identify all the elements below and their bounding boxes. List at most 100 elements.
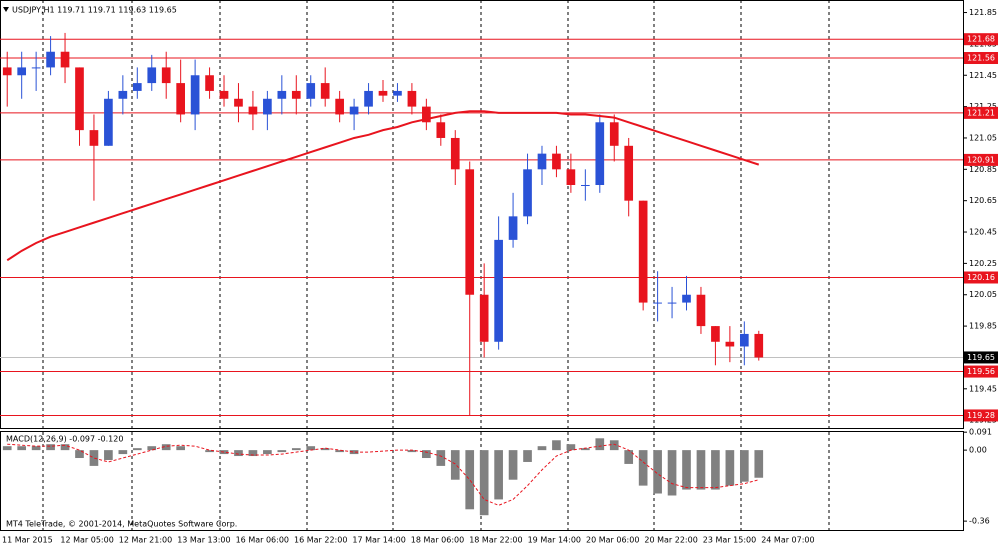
macd-bar — [104, 450, 113, 460]
macd-bar — [595, 438, 605, 451]
macd-bar — [75, 450, 84, 459]
level-box — [964, 52, 998, 65]
macd-bar — [725, 450, 735, 486]
y-tick-label: 0.00 — [969, 446, 987, 455]
macd-bar — [31, 446, 41, 451]
macd-bar — [552, 440, 561, 451]
macd-bar — [422, 450, 431, 459]
macd-bar — [523, 450, 532, 462]
candle-body — [638, 200, 648, 303]
candle-body — [581, 184, 590, 186]
current-price-label: 119.65 — [967, 353, 995, 362]
x-tick-label: 11 Mar 2015 — [2, 536, 53, 545]
x-tick-label: 24 Mar 07:00 — [761, 536, 814, 545]
macd-bar — [132, 448, 142, 451]
candle-body — [248, 106, 258, 115]
candle-body — [31, 67, 41, 69]
candle-body — [176, 83, 185, 115]
macd-bar — [450, 450, 460, 480]
macd-bar — [263, 450, 272, 455]
macd-bar — [465, 450, 475, 510]
candle-body — [349, 106, 359, 115]
macd-bar — [754, 450, 764, 478]
macd-bar — [60, 444, 70, 451]
level-box — [964, 365, 998, 378]
level-label: 119.28 — [967, 411, 995, 420]
x-tick-label: 20 Mar 06:00 — [586, 536, 639, 545]
candle-body — [624, 145, 634, 201]
y-tick-label: 0.091 — [969, 428, 992, 437]
x-tick-label: 18 Mar 22:00 — [469, 536, 522, 545]
macd-bar — [609, 440, 619, 451]
macd-signal — [7, 443, 759, 506]
macd-bar — [277, 450, 287, 453]
candle-body — [508, 216, 518, 240]
candle-body — [234, 98, 243, 107]
candle-body — [277, 90, 287, 99]
x-tick-label: 13 Mar 13:00 — [177, 536, 230, 545]
candle-body — [754, 333, 764, 358]
macd-bar — [494, 450, 503, 500]
macd-bar — [291, 448, 301, 451]
x-tick-label: 23 Mar 15:00 — [703, 536, 756, 545]
macd-bar — [508, 450, 518, 480]
macd-bar — [667, 450, 677, 496]
candle-body — [393, 90, 402, 96]
macd-bar — [566, 444, 576, 451]
level-label: 120.16 — [967, 273, 995, 282]
macd-bar — [46, 444, 55, 451]
y-tick-label: -0.36 — [969, 517, 990, 526]
y-tick-label: 121.45 — [969, 71, 997, 80]
level-label: 121.56 — [967, 54, 995, 63]
candle-body — [205, 75, 214, 91]
level-label: 121.68 — [967, 35, 995, 44]
macd-bar — [2, 446, 12, 451]
current-price-box — [964, 351, 998, 364]
candle-body — [566, 169, 576, 185]
main-frame — [0, 0, 964, 429]
candle-body — [219, 90, 229, 99]
macd-bar — [118, 450, 128, 455]
level-box — [964, 33, 998, 46]
y-tick-label: 121.85 — [969, 8, 997, 17]
macd-bar — [638, 450, 648, 486]
candle-body — [147, 67, 157, 84]
macd-bar — [248, 450, 258, 457]
candle-body — [132, 83, 142, 91]
macd-title: MACD(12,26,9) -0.097 -0.120 — [6, 435, 123, 444]
candle-body — [118, 90, 128, 99]
x-tick-label: 17 Mar 14:00 — [352, 536, 405, 545]
macd-bar — [335, 450, 344, 453]
candle-body — [407, 90, 417, 107]
x-tick-label: 18 Mar 06:00 — [411, 536, 464, 545]
macd-bar — [89, 450, 99, 466]
candle-body — [450, 137, 460, 170]
macd-frame — [0, 431, 964, 531]
candle-body — [479, 294, 489, 342]
candle-body — [263, 98, 272, 115]
frame — [0, 0, 964, 531]
macd-bar — [682, 450, 691, 490]
candle-body — [552, 153, 561, 170]
macd-bar — [306, 446, 316, 451]
macd-bar — [696, 450, 706, 490]
level-box — [964, 106, 998, 119]
level-label: 121.21 — [967, 108, 995, 117]
y-tick-label: 120.65 — [969, 196, 997, 205]
candle-body — [739, 333, 749, 347]
candle-body — [422, 106, 431, 123]
x-tick-label: 12 Mar 21:00 — [119, 536, 172, 545]
candle-body — [494, 239, 503, 342]
candle-body — [320, 83, 330, 99]
macd-bar — [739, 450, 749, 482]
candle-body — [291, 90, 301, 99]
macd-bar — [537, 446, 547, 451]
copyright: MT4 TeleTrade, © 2001-2014, MetaQuotes S… — [6, 520, 237, 529]
x-tick-label: 20 Mar 22:00 — [644, 536, 697, 545]
macd-bar — [653, 450, 662, 494]
macd-bar — [624, 450, 634, 464]
macd-bar — [161, 444, 171, 451]
macd-bar — [176, 446, 185, 451]
macd-bar — [205, 450, 214, 453]
candle-body — [364, 90, 373, 107]
